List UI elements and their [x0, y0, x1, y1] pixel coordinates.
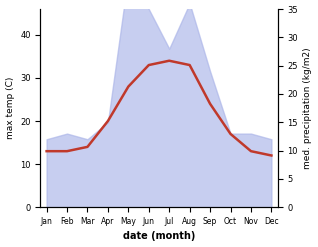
Y-axis label: med. precipitation (kg/m2): med. precipitation (kg/m2) [303, 47, 313, 169]
Y-axis label: max temp (C): max temp (C) [5, 77, 15, 139]
X-axis label: date (month): date (month) [123, 231, 195, 242]
